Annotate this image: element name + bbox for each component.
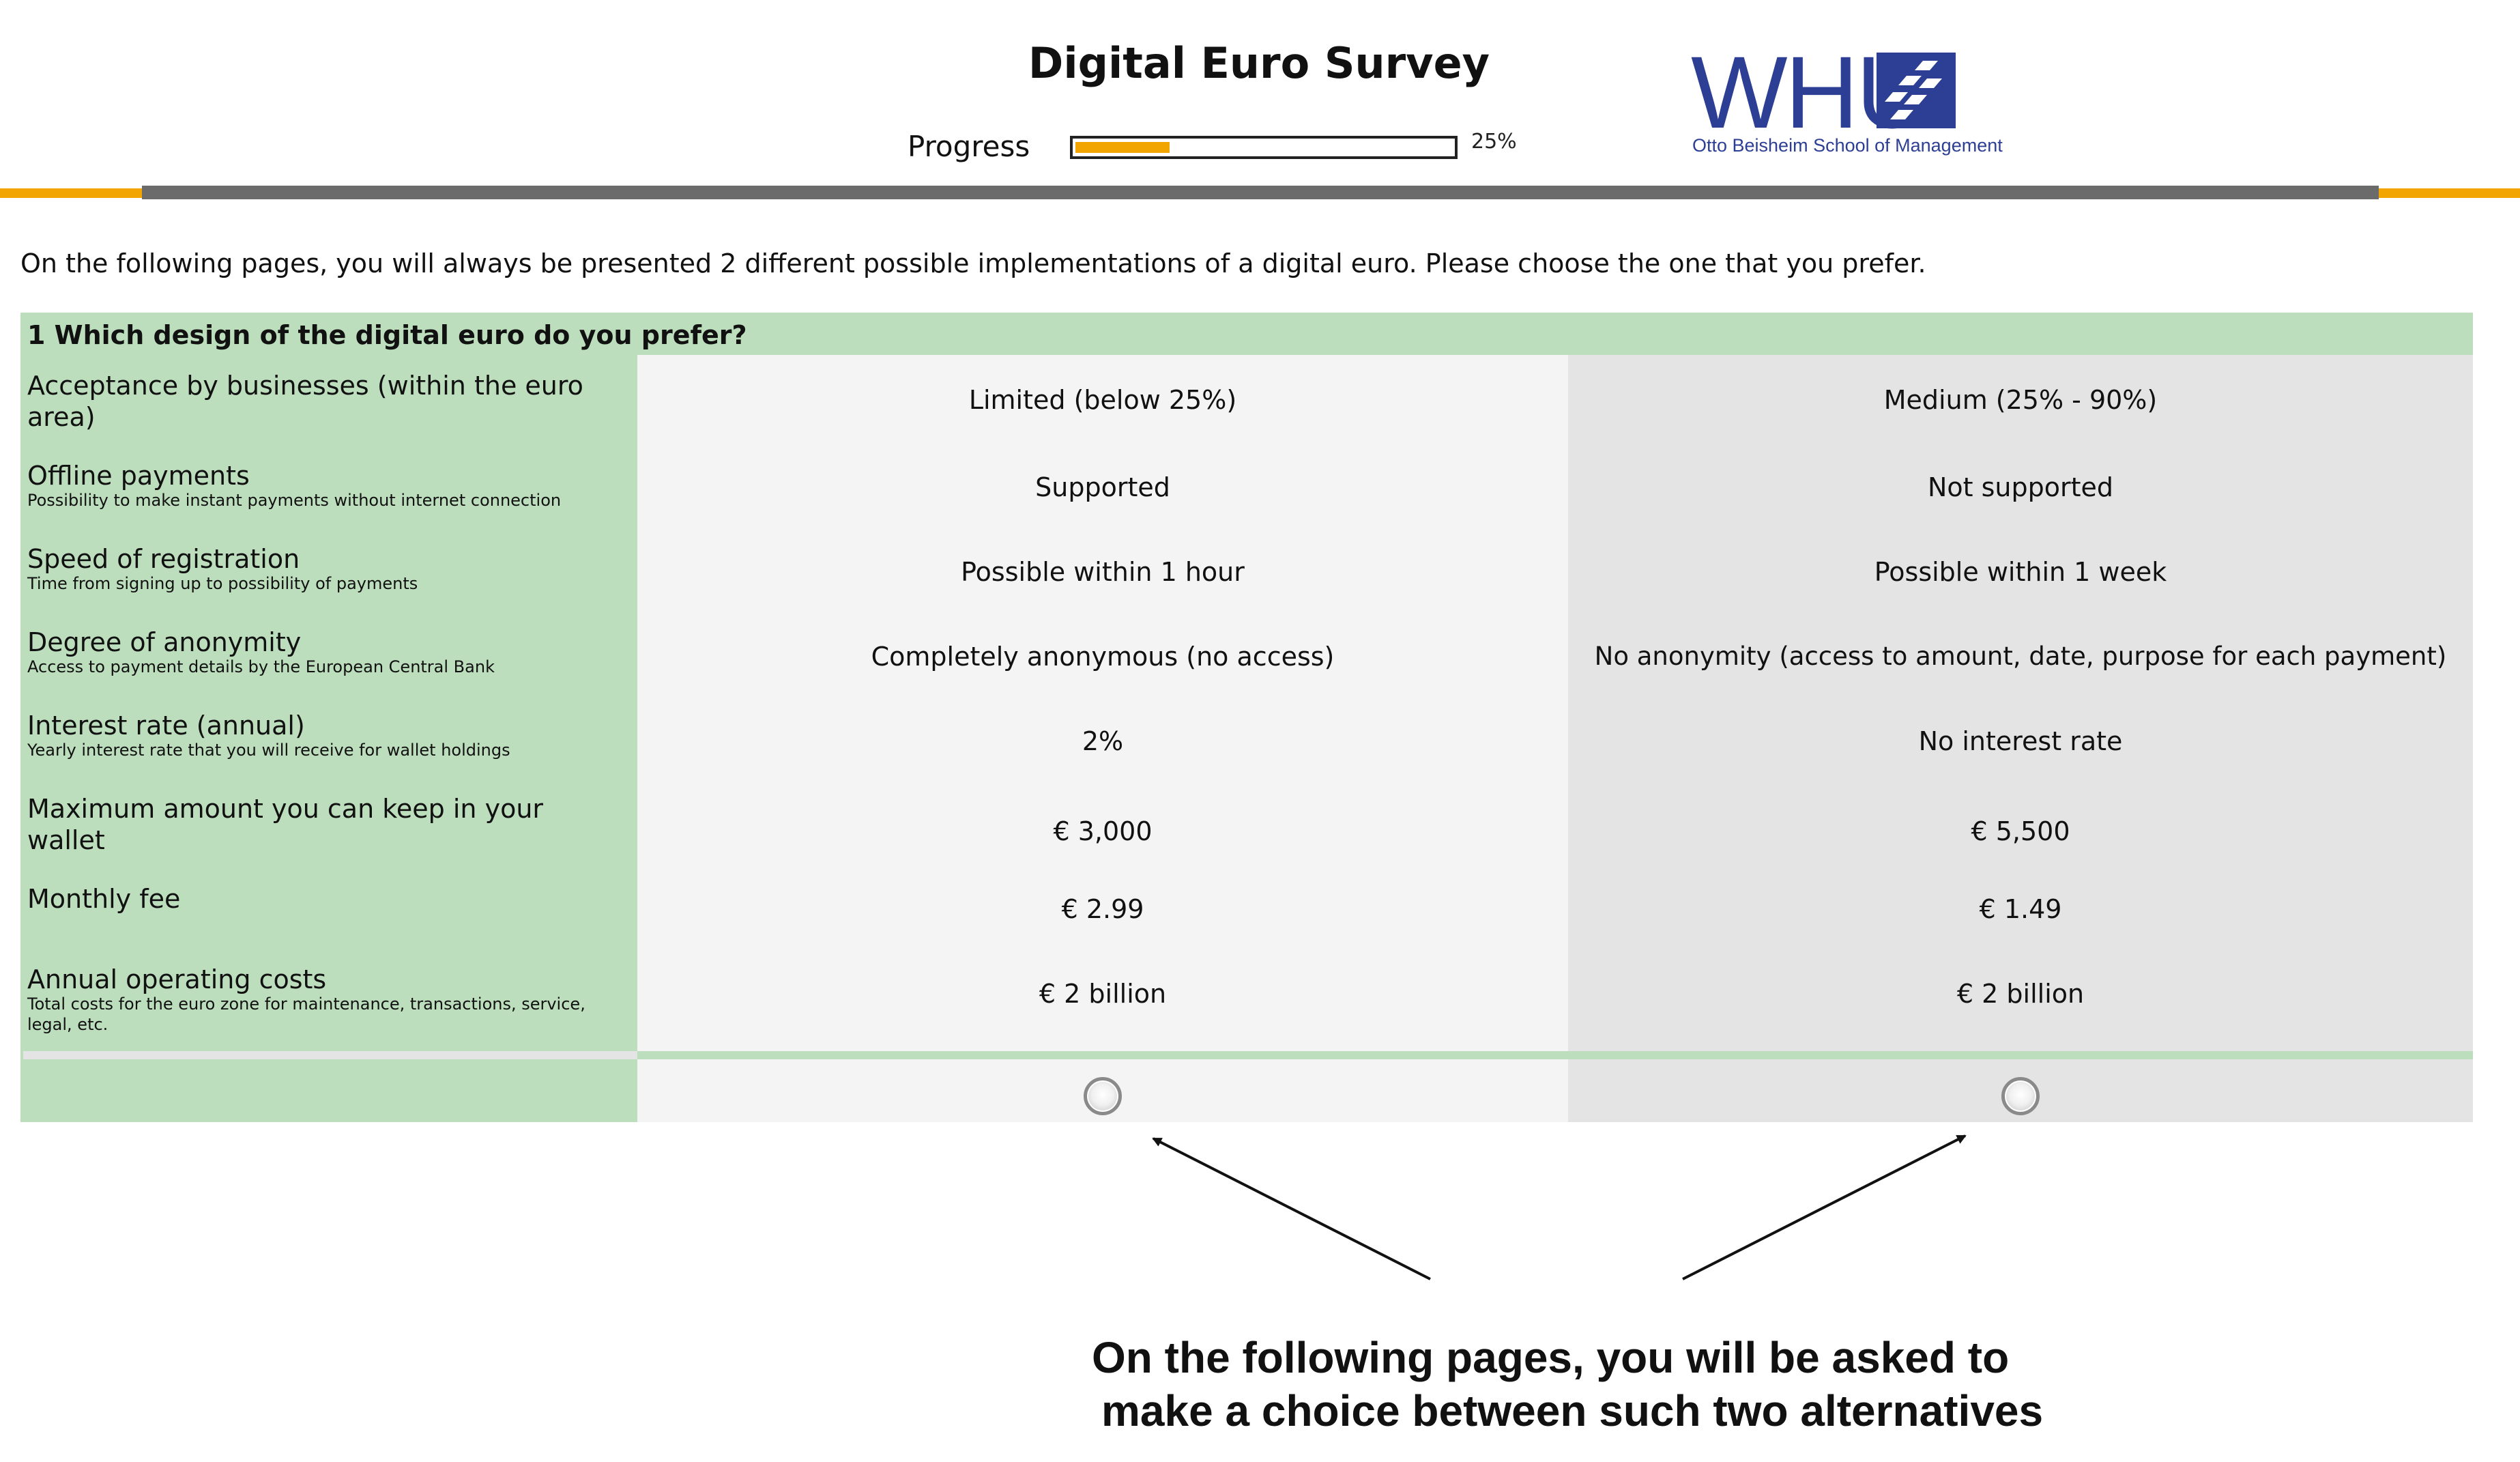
choice-row-divider-left — [23, 1051, 637, 1059]
alternative-a-value: Completely anonymous (no access) — [871, 642, 1335, 672]
alternative-b-value: € 2 billion — [1956, 979, 2085, 1009]
alternative-b-value: Medium (25% - 90%) — [1883, 385, 2158, 415]
attribute-description: Total costs for the euro zone for mainte… — [27, 994, 585, 1034]
attribute-description: Access to payment details by the Europea… — [27, 657, 495, 676]
alternative-b-value: Possible within 1 week — [1874, 557, 2167, 587]
alternative-a-column: Limited (below 25%) Supported Possible w… — [637, 355, 1568, 1122]
alternative-b-value: € 1.49 — [1979, 894, 2062, 924]
attribute-name: Offline payments — [27, 461, 250, 491]
attribute-name: Monthly fee — [27, 884, 181, 914]
logo-subtitle: Otto Beisheim School of Management — [1692, 135, 2003, 156]
alternative-b-value: Not supported — [1927, 472, 2114, 502]
attribute-description: Yearly interest rate that you will recei… — [27, 741, 510, 760]
alternative-a-value: Possible within 1 hour — [961, 557, 1245, 587]
instruction-annotation: On the following pages, you will be aske… — [1092, 1331, 2184, 1437]
alternative-b-radio[interactable] — [2001, 1077, 2040, 1115]
attribute-name: Speed of registration — [27, 544, 300, 574]
progress-bar-fill — [1075, 142, 1170, 153]
header-divider — [0, 186, 2520, 199]
intro-text: On the following pages, you will always … — [20, 248, 1926, 278]
whu-logo: WHU Otto Beisheim School of Management — [1691, 41, 2012, 164]
alternative-a-radio[interactable] — [1084, 1077, 1122, 1115]
alternative-a-value: € 3,000 — [1053, 816, 1153, 846]
attribute-name: Degree of anonymity — [27, 627, 302, 657]
alternative-a-value: € 2 billion — [1039, 979, 1167, 1009]
alternative-a-value: 2% — [1082, 726, 1124, 756]
progress-bar — [1070, 136, 1458, 159]
alternative-b-value: No anonymity (access to amount, date, pu… — [1594, 642, 2447, 671]
alternative-a-value: Supported — [1035, 472, 1170, 502]
choice-table: 1 Which design of the digital euro do yo… — [20, 313, 2473, 1122]
attribute-description: Time from signing up to possibility of p… — [27, 574, 418, 593]
alternative-a-value: € 2.99 — [1061, 894, 1144, 924]
attribute-name: Maximum amount you can keep in your wall… — [27, 794, 544, 855]
question-heading: 1 Which design of the digital euro do yo… — [23, 315, 2470, 355]
progress-label: Progress — [908, 130, 1030, 163]
attribute-name: Interest rate (annual) — [27, 711, 305, 741]
alternative-a-value: Limited (below 25%) — [968, 385, 1237, 415]
attribute-description: Possibility to make instant payments wit… — [27, 491, 562, 510]
attribute-name: Annual operating costs — [27, 964, 327, 994]
arrow-to-alternative-a — [1152, 1137, 1431, 1280]
page-title: Digital Euro Survey — [1028, 38, 1490, 88]
attribute-label-column: Acceptance by businesses (within the eur… — [23, 355, 637, 1122]
attribute-name: Acceptance by businesses (within the eur… — [27, 371, 583, 432]
annotation-line-1: On the following pages, you will be aske… — [1092, 1333, 2010, 1382]
logo-mark-icon — [1877, 53, 1956, 128]
choice-row-divider — [637, 1051, 2473, 1059]
alternative-b-value: No interest rate — [1918, 726, 2123, 756]
annotation-line-2: make a choice between such two alternati… — [1101, 1386, 2044, 1435]
arrow-to-alternative-b — [1682, 1134, 1967, 1280]
survey-header: Digital Euro Survey Progress 25% WHU Ott… — [0, 0, 2520, 205]
alternative-b-column: Medium (25% - 90%) Not supported Possibl… — [1568, 355, 2473, 1122]
alternative-b-value: € 5,500 — [1971, 816, 2070, 846]
progress-percent: 25% — [1471, 130, 1517, 154]
